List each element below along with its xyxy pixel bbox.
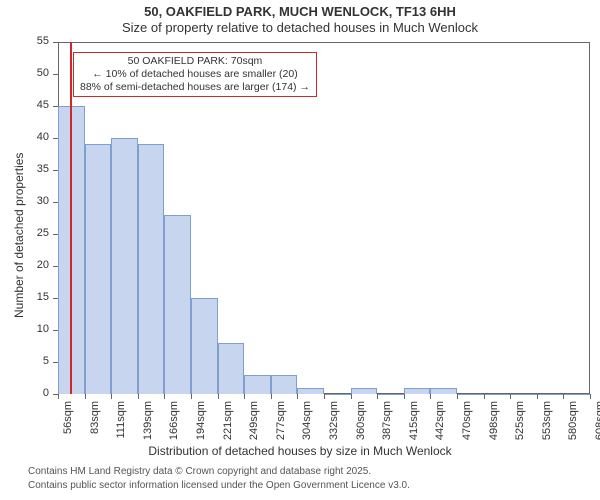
bar (297, 388, 324, 394)
annotation-line3: 88% of semi-detached houses are larger (… (80, 81, 310, 94)
xtick-mark (404, 394, 405, 399)
xtick-label: 249sqm (248, 401, 260, 440)
xtick-mark (484, 394, 485, 399)
ytick-label: 10 (0, 323, 49, 335)
bar (351, 388, 378, 394)
xtick-mark (563, 394, 564, 399)
bar (537, 394, 564, 395)
xtick-label: 56sqm (62, 401, 74, 434)
ytick-label: 25 (0, 227, 49, 239)
annotation-line2: ← 10% of detached houses are smaller (20… (80, 68, 310, 81)
xtick-mark (430, 394, 431, 399)
xtick-mark (85, 394, 86, 399)
bar (138, 144, 165, 394)
bar (484, 394, 511, 395)
ytick-label: 55 (0, 35, 49, 47)
xtick-label: 139sqm (142, 401, 154, 440)
xtick-mark (271, 394, 272, 399)
xtick-mark (324, 394, 325, 399)
xtick-label: 332sqm (328, 401, 340, 440)
xtick-mark (590, 394, 591, 399)
ytick-label: 40 (0, 131, 49, 143)
bar (457, 394, 484, 395)
chart-title-line2: Size of property relative to detached ho… (0, 20, 600, 35)
annotation-line1: 50 OAKFIELD PARK: 70sqm (80, 55, 310, 68)
bar (510, 394, 537, 395)
xtick-label: 360sqm (355, 401, 367, 440)
ytick-label: 45 (0, 99, 49, 111)
xtick-label: 221sqm (222, 401, 234, 440)
ytick-mark (53, 42, 58, 43)
annotation-box: 50 OAKFIELD PARK: 70sqm ← 10% of detache… (73, 52, 317, 97)
xtick-label: 83sqm (89, 401, 101, 434)
xtick-mark (191, 394, 192, 399)
xtick-mark (138, 394, 139, 399)
xtick-mark (510, 394, 511, 399)
xtick-label: 470sqm (461, 401, 473, 440)
xtick-mark (297, 394, 298, 399)
xtick-label: 277sqm (275, 401, 287, 440)
bar (111, 138, 138, 394)
bar (377, 394, 404, 395)
xtick-label: 387sqm (381, 401, 393, 440)
xtick-mark (244, 394, 245, 399)
ytick-label: 15 (0, 291, 49, 303)
xtick-label: 194sqm (195, 401, 207, 440)
ytick-label: 5 (0, 355, 49, 367)
xtick-mark (537, 394, 538, 399)
xtick-mark (457, 394, 458, 399)
xtick-mark (164, 394, 165, 399)
chart-container: 50, OAKFIELD PARK, MUCH WENLOCK, TF13 6H… (0, 0, 600, 500)
xtick-label: 111sqm (115, 401, 127, 439)
bar (404, 388, 431, 394)
xtick-label: 415sqm (408, 401, 420, 440)
bar (85, 144, 112, 394)
x-axis-label: Distribution of detached houses by size … (0, 444, 600, 458)
ytick-mark (53, 74, 58, 75)
ytick-label: 50 (0, 67, 49, 79)
ytick-label: 35 (0, 163, 49, 175)
bar (324, 394, 351, 395)
bar (244, 375, 271, 394)
bar (164, 215, 191, 394)
ytick-label: 30 (0, 195, 49, 207)
ytick-label: 0 (0, 387, 49, 399)
ytick-label: 20 (0, 259, 49, 271)
footer-line1: Contains HM Land Registry data © Crown c… (28, 466, 371, 477)
xtick-label: 304sqm (301, 401, 313, 440)
xtick-mark (377, 394, 378, 399)
bar (430, 388, 457, 394)
xtick-mark (218, 394, 219, 399)
xtick-label: 580sqm (567, 401, 579, 440)
xtick-mark (351, 394, 352, 399)
bar (563, 394, 590, 395)
xtick-mark (58, 394, 59, 399)
bar (271, 375, 298, 394)
xtick-label: 442sqm (434, 401, 446, 440)
xtick-label: 525sqm (514, 401, 526, 440)
xtick-label: 608sqm (594, 401, 600, 440)
xtick-mark (111, 394, 112, 399)
xtick-label: 498sqm (488, 401, 500, 440)
bar (191, 298, 218, 394)
xtick-label: 553sqm (541, 401, 553, 440)
bar (218, 343, 245, 394)
xtick-label: 166sqm (168, 401, 180, 440)
chart-title-line1: 50, OAKFIELD PARK, MUCH WENLOCK, TF13 6H… (0, 4, 600, 19)
footer-line2: Contains public sector information licen… (28, 480, 410, 491)
